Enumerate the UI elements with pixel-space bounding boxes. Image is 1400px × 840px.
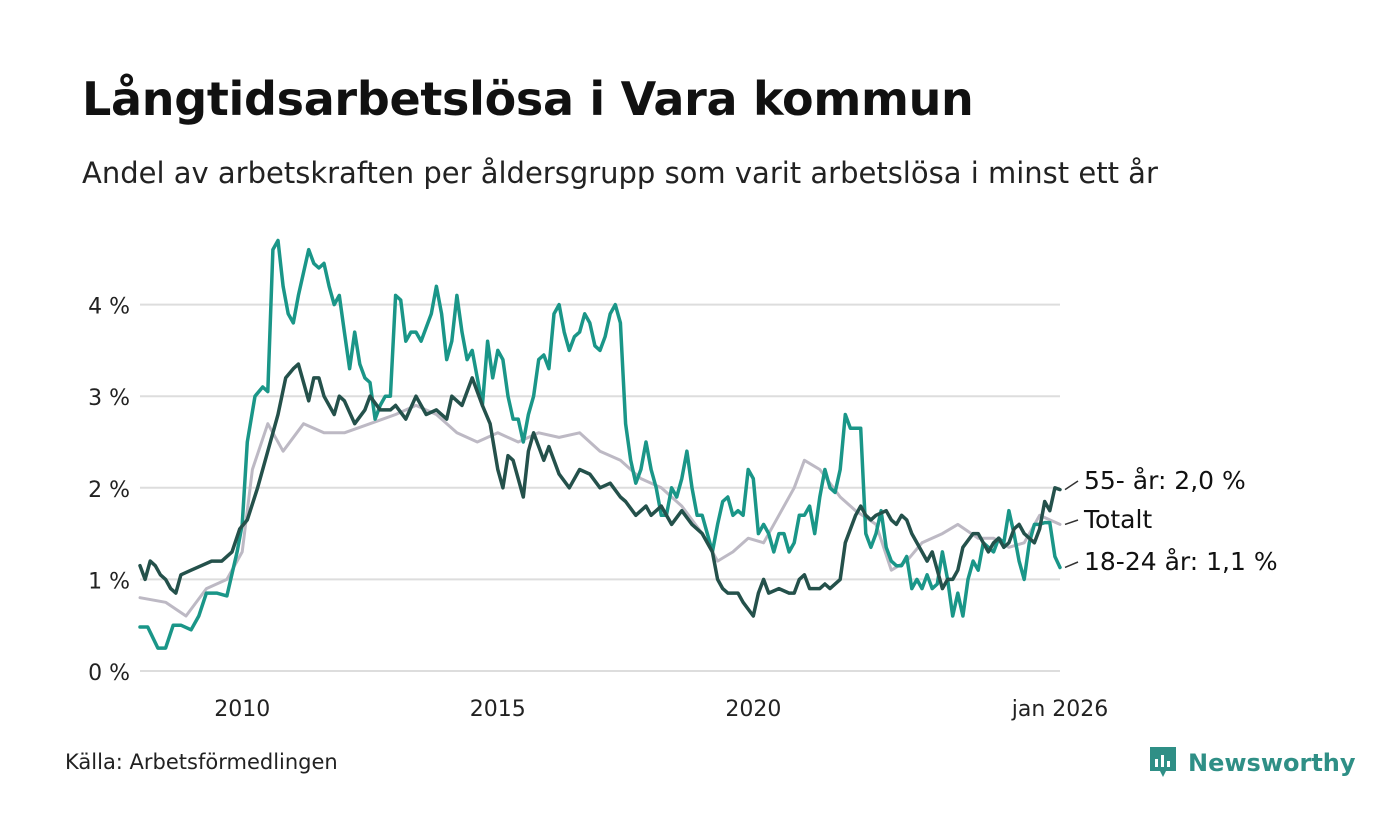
y-tick-label: 2 % [88,478,130,503]
end-label-leader-total [1064,519,1079,526]
end-label-leader-old [1064,480,1079,491]
y-tick-label: 3 % [88,386,130,411]
brand-name: Newsworthy [1188,749,1356,777]
newsworthy-logo-icon [1150,747,1176,777]
series-end-labels: Totalt 18-24 år: 1,1 % 55- år: 2,0 % [1064,466,1278,576]
end-label-leader-young [1064,561,1079,569]
y-axis-ticks: 0 % 1 % 2 % 3 % 4 % [88,295,130,686]
chart-subtitle: Andel av arbetskraften per åldersgrupp s… [82,156,1158,190]
end-label-old: 55- år: 2,0 % [1084,466,1246,495]
y-tick-label: 0 % [88,661,130,686]
y-tick-label: 4 % [88,295,130,320]
series-line-young [138,238,1062,650]
x-axis-ticks: 2010 2015 2020 jan 2026 [214,697,1108,722]
x-tick-label: 2010 [214,697,270,722]
series-lines [138,238,1062,650]
x-tick-label: 2015 [470,697,526,722]
source-note: Källa: Arbetsförmedlingen [65,750,338,774]
x-tick-label: 2020 [725,697,781,722]
end-label-total: Totalt [1083,505,1152,534]
y-tick-label: 1 % [88,569,130,594]
end-label-young: 18-24 år: 1,1 % [1084,547,1278,576]
brand-logo: Newsworthy [1148,745,1356,781]
series-line-total [138,403,1062,618]
x-tick-label: jan 2026 [1011,697,1109,722]
series-line-old [138,362,1062,618]
chart-title: Långtidsarbetslösa i Vara kommun [82,72,974,126]
